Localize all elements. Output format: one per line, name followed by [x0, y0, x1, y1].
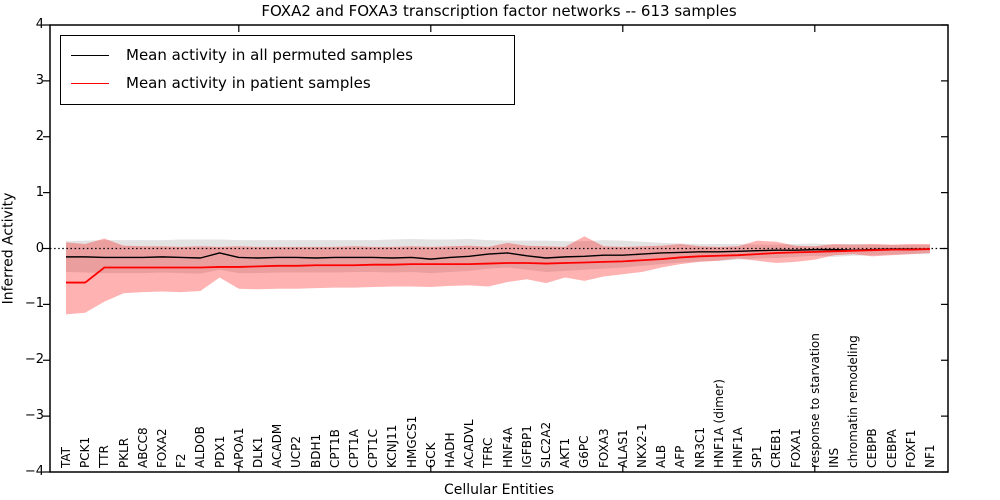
x-category-label: HMGCS1	[404, 415, 419, 468]
x-category-label: KCNJ11	[385, 424, 400, 468]
patient-mean-line	[66, 248, 931, 284]
x-category-label: ACADM	[270, 423, 285, 468]
legend-label-patient: Mean activity in patient samples	[126, 74, 371, 92]
x-category-label: FOXA3	[596, 428, 611, 468]
y-tick-label: −1	[24, 296, 44, 312]
legend-box: Mean activity in all permuted samples Me…	[60, 35, 515, 105]
x-category-label: ABCC8	[135, 427, 150, 468]
x-category-label: APOA1	[231, 427, 246, 468]
legend-entry-patient: Mean activity in patient samples	[67, 69, 508, 97]
x-category-label: GCK	[423, 442, 438, 468]
x-category-label: NR3C1	[692, 427, 707, 468]
y-tick-label: 4	[35, 17, 44, 32]
x-category-label: FOXA1	[788, 428, 803, 468]
x-category-label: PDX1	[212, 435, 227, 468]
legend-label-permuted: Mean activity in all permuted samples	[126, 46, 413, 64]
x-category-label: G6PC	[577, 435, 592, 468]
x-category-label: SLC2A2	[539, 421, 553, 468]
x-category-label: NKX2-1	[635, 423, 649, 468]
x-category-label: IGFBP1	[519, 425, 534, 468]
x-category-label: HNF4A	[500, 427, 515, 468]
y-tick-label: 2	[35, 128, 44, 144]
y-tick-label: −3	[24, 408, 44, 424]
x-category-label: CPT1C	[366, 429, 381, 468]
x-category-label: CEBPA	[884, 429, 899, 468]
x-category-label: response to starvation	[807, 333, 822, 468]
x-axis-label: Cellular Entities	[443, 482, 555, 498]
x-category-label: HNF1A (dimer)	[711, 379, 726, 468]
x-category-label: DLK1	[251, 436, 265, 468]
x-category-label: AKT1	[558, 437, 573, 468]
x-category-label: PCK1	[78, 436, 93, 468]
x-category-label: FOXA2	[155, 428, 169, 468]
x-category-label: CPT1A	[347, 429, 361, 468]
x-category-label: CPT1B	[327, 429, 342, 468]
x-category-label: FOXF1	[903, 429, 918, 468]
x-category-label: F2	[174, 453, 189, 468]
x-category-label: HNF1A	[731, 427, 745, 468]
permuted-line-swatch	[71, 54, 109, 56]
x-category-label: BDH1	[308, 433, 323, 468]
x-category-label: ACADVL	[462, 419, 477, 468]
x-category-label: PKLR	[116, 437, 131, 468]
x-category-label: ALDOB	[193, 426, 208, 468]
y-tick-label: 3	[35, 72, 44, 88]
x-category-label: NF1	[923, 444, 937, 468]
x-category-label: HADH	[443, 432, 457, 469]
x-category-label: TFRC	[481, 437, 496, 468]
y-tick-label: 0	[35, 240, 44, 256]
x-category-label: CEBPB	[865, 428, 880, 468]
x-category-label: chromatin remodeling	[846, 335, 861, 468]
x-category-label: INS	[827, 447, 841, 468]
x-category-label: ALB	[654, 444, 669, 468]
patient-line-swatch	[71, 82, 109, 84]
y-tick-label: −2	[24, 352, 44, 368]
x-category-label: CREB1	[769, 427, 784, 468]
x-category-label: ALAS1	[615, 429, 630, 468]
legend-entry-permuted: Mean activity in all permuted samples	[67, 41, 508, 69]
y-tick-label: 1	[35, 184, 44, 200]
x-category-label: TAT	[59, 446, 73, 468]
permuted-mean-line	[66, 248, 930, 260]
y-tick-label: −4	[24, 464, 44, 479]
x-category-label: SP1	[750, 445, 765, 469]
x-category-label: UCP2	[289, 435, 304, 468]
x-category-label: TTR	[97, 445, 112, 468]
chart-title: FOXA2 and FOXA3 transcription factor net…	[261, 2, 737, 20]
x-category-label: AFP	[673, 445, 688, 468]
